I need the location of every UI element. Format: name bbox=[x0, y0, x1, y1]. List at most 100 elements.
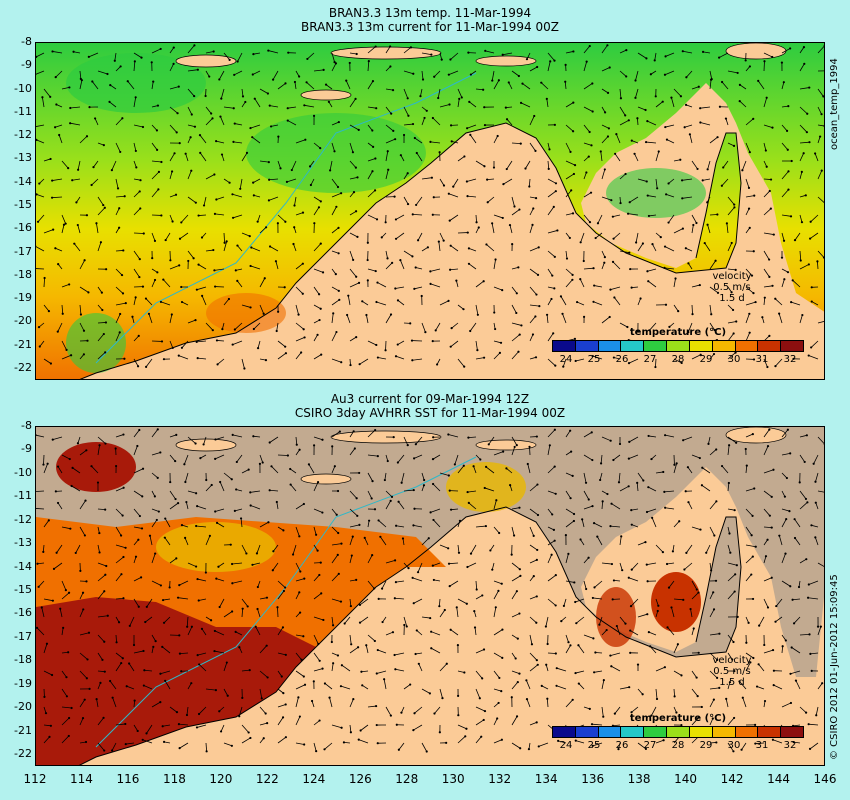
current-arrow-head bbox=[778, 312, 781, 315]
current-arrow bbox=[97, 196, 104, 206]
current-arrow-head bbox=[245, 552, 248, 555]
current-arrow-head bbox=[187, 259, 190, 263]
current-arrow-head bbox=[611, 260, 615, 263]
current-arrow bbox=[55, 70, 63, 78]
current-arrow-head bbox=[448, 219, 451, 222]
current-arrow-head bbox=[592, 637, 595, 640]
current-arrow bbox=[414, 706, 423, 714]
current-arrow-head bbox=[375, 300, 378, 304]
current-arrow-head bbox=[141, 467, 145, 470]
current-arrow-head bbox=[647, 486, 650, 489]
current-arrow bbox=[133, 191, 140, 198]
current-arrow bbox=[205, 118, 213, 126]
current-arrow bbox=[290, 484, 297, 492]
current-arrow-head bbox=[514, 657, 517, 660]
current-arrow bbox=[473, 466, 477, 474]
lat-tick-label: -16 bbox=[14, 606, 32, 620]
current-arrow bbox=[417, 562, 423, 573]
current-arrow bbox=[655, 544, 664, 553]
current-arrow bbox=[349, 698, 354, 708]
current-arrow bbox=[671, 97, 675, 108]
current-arrow-head bbox=[411, 122, 415, 126]
current-arrow-head bbox=[483, 486, 486, 490]
current-arrow-head bbox=[252, 435, 255, 438]
current-arrow bbox=[91, 178, 99, 186]
current-arrow bbox=[295, 742, 305, 745]
current-arrow bbox=[145, 616, 153, 623]
current-arrow-head bbox=[124, 743, 127, 746]
current-arrow bbox=[649, 322, 657, 331]
current-arrow bbox=[583, 124, 590, 133]
current-arrow-head bbox=[734, 268, 737, 271]
current-arrow bbox=[367, 106, 377, 109]
current-arrow-head bbox=[654, 365, 657, 369]
current-arrow-head bbox=[225, 661, 228, 664]
current-arrow-head bbox=[103, 590, 106, 593]
current-arrow-head bbox=[49, 724, 52, 727]
current-arrow bbox=[817, 196, 824, 203]
current-arrow-head bbox=[393, 653, 396, 657]
current-arrow-head bbox=[699, 353, 702, 356]
current-arrow-head bbox=[515, 311, 518, 315]
current-arrow bbox=[277, 580, 286, 588]
current-arrow bbox=[421, 70, 424, 80]
current-arrow-head bbox=[376, 742, 379, 745]
current-arrow bbox=[485, 466, 495, 474]
current-arrow bbox=[146, 598, 153, 608]
current-arrow-head bbox=[722, 166, 725, 169]
current-arrow-head bbox=[241, 607, 244, 610]
current-arrow bbox=[364, 537, 369, 546]
current-arrow-head bbox=[67, 651, 70, 654]
current-arrow-head bbox=[140, 527, 144, 530]
current-arrow bbox=[187, 106, 193, 115]
current-arrow-head bbox=[136, 729, 139, 733]
current-arrow-head bbox=[164, 679, 167, 682]
current-arrow-head bbox=[84, 499, 87, 502]
current-arrow bbox=[448, 193, 459, 198]
current-arrow-head bbox=[327, 100, 330, 103]
current-arrow-head bbox=[248, 235, 251, 238]
current-arrow-head bbox=[534, 149, 537, 152]
current-arrow bbox=[295, 684, 306, 690]
current-arrow-head bbox=[494, 258, 497, 261]
current-arrow-head bbox=[499, 341, 503, 344]
lon-tick-label: 142 bbox=[720, 772, 744, 786]
current-arrow-head bbox=[486, 178, 489, 181]
current-arrow-head bbox=[255, 552, 259, 555]
current-arrow bbox=[727, 526, 730, 534]
current-arrow-head bbox=[114, 447, 117, 450]
current-arrow-head bbox=[195, 492, 198, 495]
colorbar-swatch bbox=[621, 341, 645, 351]
current-arrow bbox=[469, 322, 477, 332]
current-arrow bbox=[745, 652, 754, 659]
current-arrow bbox=[673, 278, 676, 288]
current-arrow bbox=[449, 562, 459, 565]
current-arrow-head bbox=[763, 296, 766, 299]
current-arrow bbox=[259, 227, 267, 234]
current-arrow-head bbox=[466, 565, 469, 569]
current-arrow bbox=[234, 322, 243, 330]
current-arrow-head bbox=[436, 363, 439, 366]
current-arrow-head bbox=[102, 203, 105, 207]
current-arrow bbox=[493, 652, 503, 659]
current-arrow bbox=[313, 304, 321, 310]
current-arrow bbox=[562, 358, 567, 367]
current-arrow-head bbox=[260, 697, 263, 700]
current-arrow-head bbox=[241, 696, 244, 699]
current-arrow bbox=[691, 526, 701, 530]
current-arrow-head bbox=[154, 552, 157, 555]
current-arrow-head bbox=[642, 479, 645, 482]
current-arrow bbox=[377, 649, 387, 654]
current-arrow bbox=[197, 505, 207, 510]
current-arrow bbox=[145, 358, 153, 368]
current-arrow-head bbox=[654, 95, 657, 98]
current-arrow bbox=[241, 88, 244, 97]
current-arrow bbox=[673, 688, 676, 697]
current-arrow bbox=[259, 688, 263, 699]
current-arrow-head bbox=[313, 222, 316, 225]
current-arrow bbox=[295, 212, 304, 216]
current-arrow bbox=[475, 357, 485, 360]
current-arrow-head bbox=[587, 155, 590, 158]
current-arrow-head bbox=[198, 663, 201, 666]
current-arrow bbox=[313, 508, 323, 513]
